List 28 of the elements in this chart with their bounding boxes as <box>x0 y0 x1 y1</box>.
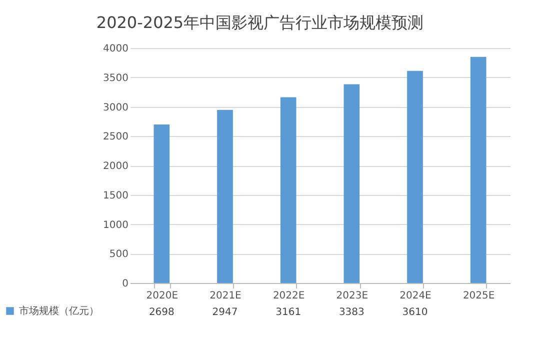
y-tick-label: 500 <box>109 249 128 260</box>
bar <box>344 84 360 283</box>
y-tick-label: 2000 <box>103 161 128 172</box>
bar <box>470 56 486 283</box>
bar <box>217 110 233 283</box>
y-tick-label: 3000 <box>103 102 128 114</box>
text: 2947 <box>212 307 238 318</box>
y-tick-label: 1000 <box>103 220 128 231</box>
text: 3383 <box>338 307 364 318</box>
y-tick-label: 2500 <box>103 132 128 143</box>
x-tick-label: 2024E <box>400 290 432 302</box>
x-tick-label: 2025E <box>462 290 495 302</box>
bar <box>154 124 170 283</box>
x-tick-label: 2022E <box>272 290 305 302</box>
x-tick-label: 2021E <box>210 290 242 302</box>
text: 3610 <box>402 307 428 318</box>
legend-label: 市场规模（亿元） <box>19 305 99 317</box>
chart-title: 2020-2025年中国影视广告行业市场规模预测 <box>96 13 424 32</box>
bar <box>280 97 296 283</box>
text: 2698 <box>148 307 174 318</box>
y-tick-label: 0 <box>122 278 128 290</box>
bar <box>407 70 423 283</box>
y-tick-label: 1500 <box>103 190 128 202</box>
y-tick-label: 3500 <box>103 72 128 84</box>
x-tick-label: 2020E <box>146 290 178 302</box>
x-tick-label: 2023E <box>336 290 368 302</box>
y-tick-label: 4000 <box>103 44 128 54</box>
text: 3161 <box>276 307 302 318</box>
